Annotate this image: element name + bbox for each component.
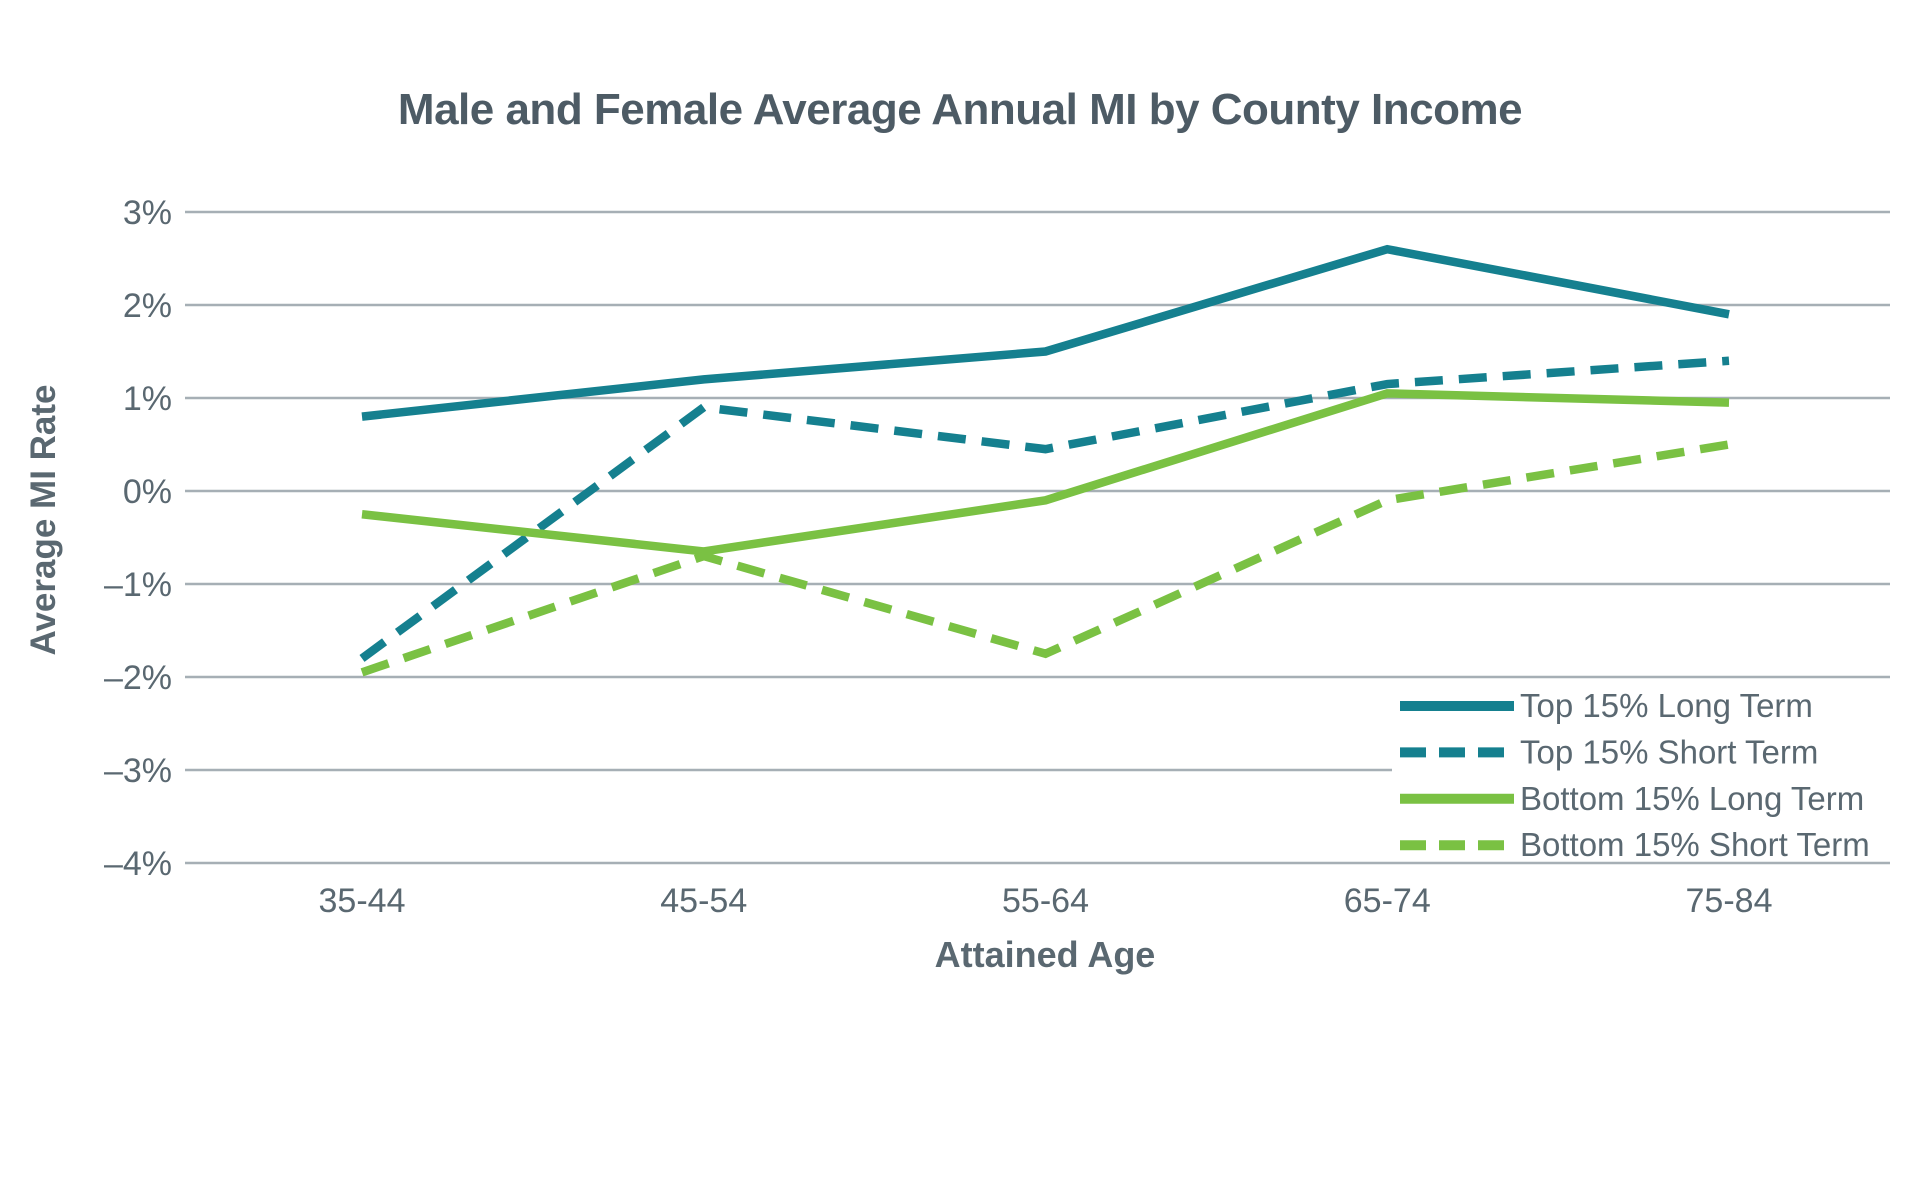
series-line-top-15-long-term (361, 244, 1730, 421)
x-axis-title: Attained Age (934, 934, 1156, 975)
legend-label-bottom-15-short-term: Bottom 15% Short Term (1520, 826, 1870, 863)
y-tick-label: –2% (104, 659, 172, 697)
chart-title: Male and Female Average Annual MI by Cou… (397, 85, 1523, 134)
legend-label-top-15-long-term: Top 15% Long Term (1520, 687, 1813, 724)
y-tick-label: –3% (104, 752, 172, 790)
x-tick-label: 35-44 (319, 882, 406, 920)
legend-label-bottom-15-long-term: Bottom 15% Long Term (1520, 780, 1864, 817)
x-tick-label: 55-64 (1002, 882, 1089, 920)
series-line-top-15-short-term (359, 356, 1730, 662)
legend-box (1392, 684, 1895, 860)
x-tick-label: 65-74 (1344, 882, 1431, 920)
y-tick-label: 0% (123, 473, 172, 511)
series-line-bottom-15-short-term (360, 440, 1730, 677)
y-tick-label: –1% (104, 566, 172, 604)
y-tick-label: 1% (123, 380, 172, 418)
legend-label-top-15-short-term: Top 15% Short Term (1520, 733, 1818, 770)
x-tick-label: 45-54 (660, 882, 747, 920)
y-tick-label: 2% (123, 287, 172, 325)
x-tick-label: 75-84 (1686, 882, 1773, 920)
y-tick-label: –4% (104, 845, 172, 883)
y-tick-label: 3% (123, 194, 172, 232)
series-line-bottom-15-long-term (361, 389, 1730, 556)
